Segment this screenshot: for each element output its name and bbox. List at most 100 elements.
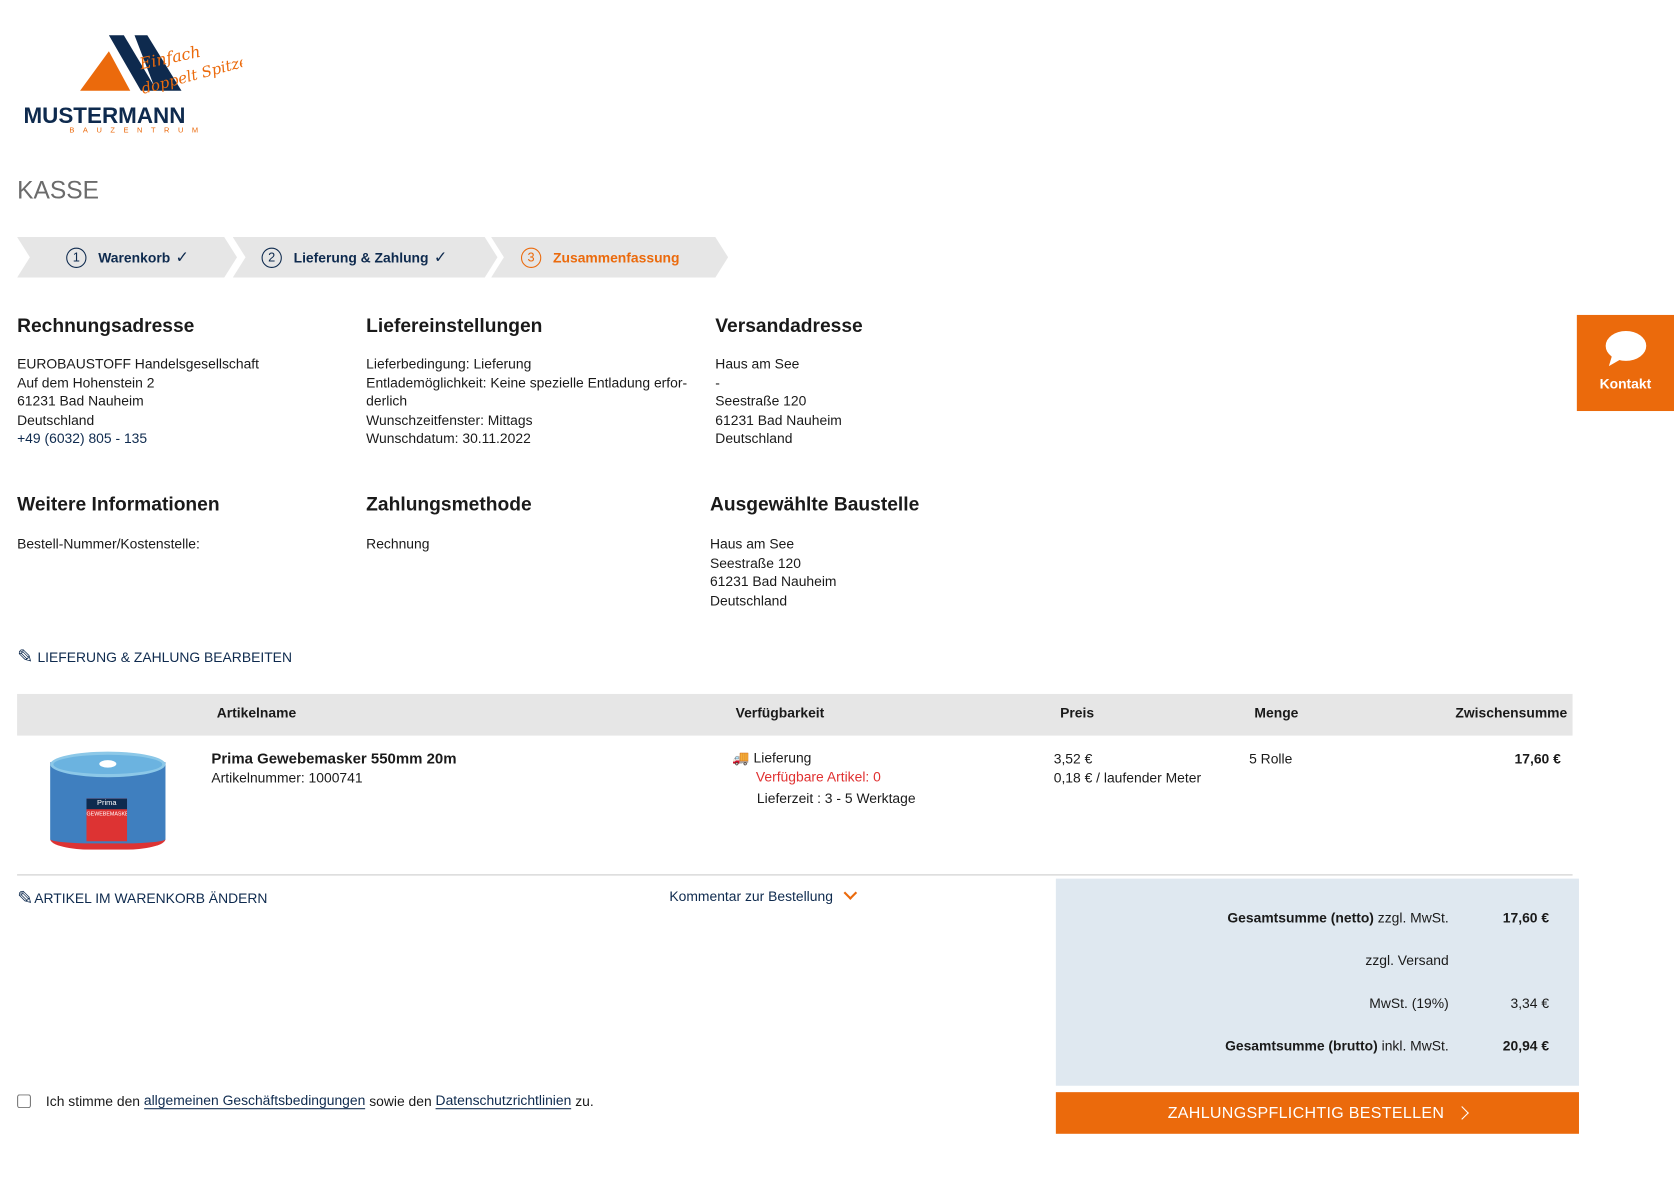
divider bbox=[17, 874, 1573, 876]
info-line: Entlademöglichkeit: Keine spezielle Entl… bbox=[366, 374, 688, 391]
pencil-icon: ✎ bbox=[17, 887, 34, 909]
address-line: Deutschland bbox=[715, 430, 793, 447]
step-number: 1 bbox=[66, 247, 86, 267]
info-line: Rechnung bbox=[366, 535, 430, 552]
chat-bubble-icon bbox=[1605, 330, 1646, 367]
phone-link[interactable]: +49 (6032) 805 - 135 bbox=[17, 430, 148, 447]
net-total-value: 17,60 € bbox=[1502, 909, 1550, 926]
info-line: Wunschzeitfenster: Mittags bbox=[366, 411, 533, 428]
gross-total-value: 20,94 € bbox=[1502, 1037, 1550, 1054]
terms-text: sowie den bbox=[365, 1092, 436, 1109]
section-heading: Weitere Informationen bbox=[17, 493, 220, 515]
logo-mountains: Einfach doppelt Spitze! bbox=[80, 35, 256, 98]
section-heading: Liefereinstellungen bbox=[366, 314, 543, 337]
step-lieferung-zahlung[interactable]: 2 Lieferung & Zahlung ✓ bbox=[233, 237, 498, 278]
delivery-settings: Liefereinstellungen Lieferbedingung: Lie… bbox=[366, 315, 705, 448]
available-count: Verfügbare Artikel: 0 bbox=[755, 768, 881, 785]
place-order-label: ZAHLUNGSPFLICHTIG BESTELLEN bbox=[1167, 1103, 1445, 1123]
edit-delivery-link[interactable]: ✎ LIEFERUNG & ZAHLUNG BEARBEITEN bbox=[17, 646, 292, 668]
section-heading: Ausgewählte Baustelle bbox=[709, 493, 920, 515]
info-line: Bestell-Nummer/Kostenstelle: bbox=[17, 535, 200, 552]
net-total-suffix: zzgl. MwSt. bbox=[1373, 909, 1449, 926]
chevron-right-icon bbox=[1455, 1106, 1470, 1120]
address-line: Haus am See bbox=[715, 355, 800, 372]
quantity: 5 Rolle bbox=[1249, 750, 1293, 767]
column-header: Menge bbox=[1254, 704, 1299, 721]
step-label: Zusammenfassung bbox=[553, 249, 680, 266]
address-line: 61231 Bad Nauheim bbox=[709, 573, 837, 590]
step-number: 3 bbox=[521, 247, 541, 267]
section-heading: Rechnungsadresse bbox=[17, 314, 195, 337]
pencil-icon: ✎ bbox=[17, 645, 34, 668]
table-header bbox=[17, 693, 1573, 736]
selected-site: Ausgewählte Baustelle Haus am See Seestr… bbox=[710, 493, 1041, 609]
edit-cart-label: ARTIKEL IM WARENKORB ÄNDERN bbox=[34, 890, 268, 907]
check-icon: ✓ bbox=[175, 248, 189, 267]
address-line: - bbox=[715, 374, 720, 391]
truck-icon: 🚚 bbox=[732, 749, 750, 766]
billing-address: Rechnungsadresse EUROBAUSTOFF Handelsges… bbox=[17, 315, 348, 448]
terms-text: Ich stimme den bbox=[45, 1092, 144, 1109]
address-line: Deutschland bbox=[709, 591, 788, 608]
comment-label: Kommentar zur Bestellung bbox=[669, 888, 833, 905]
net-total-label: Gesamtsumme (netto) bbox=[1227, 909, 1374, 926]
address-line: Deutschland bbox=[17, 411, 95, 428]
terms-text: zu. bbox=[571, 1092, 594, 1109]
logo-sub: BAUZENTRUM bbox=[69, 127, 207, 135]
unit-price: 0,18 € / laufender Meter bbox=[1053, 769, 1202, 786]
chevron-down-icon bbox=[843, 886, 857, 900]
check-icon: ✓ bbox=[433, 248, 448, 267]
contact-button[interactable]: Kontakt bbox=[1576, 314, 1674, 412]
step-label: Lieferung & Zahlung bbox=[293, 249, 429, 266]
step-label: Warenkorb bbox=[98, 249, 171, 266]
further-info: Weitere Informationen Bestell-Nummer/Kos… bbox=[17, 493, 348, 553]
page-title: KASSE bbox=[17, 176, 99, 204]
section-heading: Zahlungsmethode bbox=[366, 493, 532, 515]
vat-label: MwSt. (19%) bbox=[1369, 995, 1449, 1012]
article-number: Artikelnummer: 1000741 bbox=[211, 769, 363, 786]
contact-label: Kontakt bbox=[1599, 375, 1652, 392]
gross-total-label: Gesamtsumme (brutto) bbox=[1225, 1037, 1378, 1054]
column-header: Preis bbox=[1060, 704, 1095, 721]
edit-delivery-label: LIEFERUNG & ZAHLUNG BEARBEITEN bbox=[37, 649, 292, 666]
agb-link[interactable]: allgemeinen Geschäftsbedingungen bbox=[143, 1092, 366, 1110]
payment-method: Zahlungsmethode Rechnung bbox=[366, 493, 697, 553]
address-line: Seestraße 120 bbox=[709, 554, 802, 571]
lead-time: Lieferzeit : 3 - 5 Werktage bbox=[756, 790, 916, 807]
product-image[interactable]: Prima GEWEBEMASKER bbox=[50, 751, 166, 859]
logo-brand: MUSTERMANN bbox=[23, 103, 186, 129]
comment-toggle[interactable]: Kommentar zur Bestellung bbox=[669, 886, 857, 905]
step-warenkorb[interactable]: 1 Warenkorb ✓ bbox=[17, 237, 237, 278]
column-header: Zwischensumme bbox=[1455, 704, 1568, 721]
step-zusammenfassung[interactable]: 3 Zusammenfassung bbox=[491, 237, 728, 278]
gross-total-suffix: inkl. MwSt. bbox=[1377, 1037, 1449, 1054]
place-order-button[interactable]: ZAHLUNGSPFLICHTIG BESTELLEN bbox=[1055, 1092, 1579, 1134]
info-line: derlich bbox=[366, 392, 408, 409]
address-line: 61231 Bad Nauheim bbox=[17, 392, 144, 409]
info-line: Lieferbedingung: Lieferung bbox=[366, 355, 532, 372]
availability: Lieferung bbox=[753, 749, 812, 766]
address-line: EUROBAUSTOFF Handelsgesellschaft bbox=[17, 355, 260, 372]
image-brand: Prima bbox=[86, 798, 128, 810]
terms-checkbox[interactable] bbox=[17, 1093, 31, 1108]
product-name-link[interactable]: Prima Gewebemasker 550mm 20m bbox=[211, 749, 457, 767]
shipping-address: Versandadresse Haus am See - Seestraße 1… bbox=[715, 315, 1046, 448]
address-line: Seestraße 120 bbox=[715, 392, 807, 409]
address-line: 61231 Bad Nauheim bbox=[715, 411, 842, 428]
address-line: Haus am See bbox=[709, 535, 795, 552]
column-header: Verfügbarkeit bbox=[735, 704, 825, 721]
step-number: 2 bbox=[262, 247, 282, 267]
section-heading: Versandadresse bbox=[715, 314, 863, 337]
column-header: Artikelname bbox=[216, 704, 297, 721]
logo[interactable]: Einfach doppelt Spitze! MUSTERMANN BAUZE… bbox=[23, 32, 256, 135]
subtotal: 17,60 € bbox=[1514, 750, 1561, 767]
privacy-link[interactable]: Datenschutzrichtlinien bbox=[435, 1092, 572, 1110]
edit-cart-link[interactable]: ✎ ARTIKEL IM WARENKORB ÄNDERN bbox=[17, 887, 267, 909]
address-line: Auf dem Hohenstein 2 bbox=[17, 374, 155, 391]
info-line: Wunschdatum: 30.11.2022 bbox=[366, 430, 531, 447]
image-label: GEWEBEMASKER bbox=[86, 811, 127, 818]
shipping-label: zzgl. Versand bbox=[1365, 952, 1449, 969]
order-summary bbox=[1055, 878, 1579, 1086]
vat-value: 3,34 € bbox=[1510, 995, 1550, 1012]
price: 3,52 € bbox=[1053, 750, 1093, 767]
